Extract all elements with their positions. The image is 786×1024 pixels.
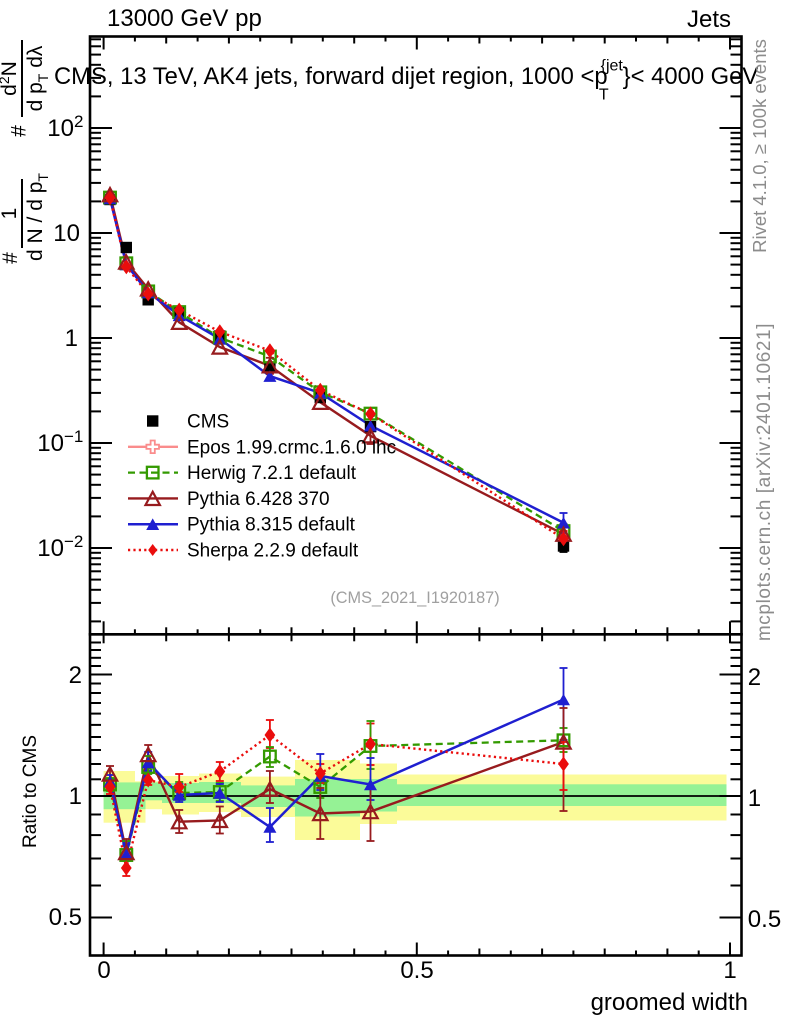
svg-text:Epos 1.99.crmc.1.6.0 lhc: Epos 1.99.crmc.1.6.0 lhc	[187, 437, 396, 458]
svg-text:Herwig 7.2.1 default: Herwig 7.2.1 default	[187, 463, 357, 484]
svg-text:1: 1	[0, 208, 21, 220]
svg-text:#: #	[8, 125, 31, 137]
svg-text:(CMS_2021_I1920187): (CMS_2021_I1920187)	[330, 589, 499, 607]
svg-text:−1: −1	[64, 427, 83, 446]
svg-text:1: 1	[65, 325, 78, 352]
svg-text:10: 10	[53, 220, 80, 247]
svg-text:Sherpa 2.2.9 default: Sherpa 2.2.9 default	[187, 541, 359, 562]
svg-text:d N / d pT: d N / d pT	[24, 173, 51, 261]
svg-text:10: 10	[37, 430, 64, 457]
svg-text:mcplots.cern.ch [arXiv:2401.10: mcplots.cern.ch [arXiv:2401.10621]	[754, 323, 775, 641]
svg-text:Rivet 4.1.0, ≥ 100k events: Rivet 4.1.0, ≥ 100k events	[749, 39, 770, 253]
svg-text:Pythia 8.315 default: Pythia 8.315 default	[187, 515, 356, 536]
svg-text:0.5: 0.5	[400, 957, 433, 984]
svg-text:#: #	[0, 252, 22, 264]
svg-text:−2: −2	[64, 532, 83, 551]
svg-text:1: 1	[723, 957, 736, 984]
svg-text:Jets: Jets	[687, 6, 731, 33]
svg-text:2: 2	[748, 664, 761, 691]
svg-text:CMS: CMS	[187, 412, 229, 433]
svg-text:Ratio to CMS: Ratio to CMS	[20, 735, 41, 848]
svg-text:1: 1	[748, 785, 761, 812]
svg-text:10: 10	[37, 535, 64, 562]
svg-text:Pythia 6.428 370: Pythia 6.428 370	[187, 489, 330, 510]
svg-text:0.5: 0.5	[748, 906, 781, 933]
svg-text:2: 2	[69, 662, 82, 689]
svg-text:10: 10	[47, 115, 74, 142]
svg-text:1: 1	[69, 783, 82, 810]
svg-text:2: 2	[74, 112, 83, 131]
svg-text:0.5: 0.5	[49, 904, 82, 931]
svg-text:d2N: d2N	[0, 61, 21, 96]
svg-text:13000 GeV pp: 13000 GeV pp	[107, 5, 262, 32]
svg-text:0: 0	[97, 957, 110, 984]
svg-text:groomed width: groomed width	[591, 989, 748, 1016]
